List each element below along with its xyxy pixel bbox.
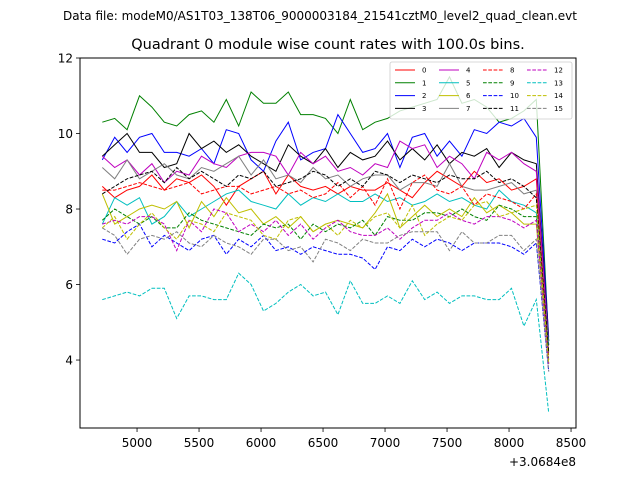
x-tick-label: 6000 bbox=[246, 436, 277, 450]
legend-label-5: 5 bbox=[466, 79, 470, 87]
x-tick-label: 5500 bbox=[184, 436, 215, 450]
series-line-12 bbox=[102, 208, 550, 364]
legend-label-2: 2 bbox=[422, 92, 426, 100]
series-line-11 bbox=[102, 166, 550, 353]
legend-label-14: 14 bbox=[554, 92, 563, 100]
series-line-10 bbox=[102, 223, 550, 372]
y-tick-label: 12 bbox=[58, 52, 73, 66]
series-line-5 bbox=[101, 189, 550, 345]
legend-label-7: 7 bbox=[466, 105, 470, 113]
x-tick-label: 7000 bbox=[370, 436, 401, 450]
series-line-15 bbox=[102, 227, 550, 372]
figure-suptitle: Data file: modeM0/AS1T03_138T06_90000031… bbox=[63, 9, 577, 23]
x-tick-label: 7500 bbox=[432, 436, 463, 450]
legend-label-11: 11 bbox=[510, 105, 519, 113]
legend-label-13: 13 bbox=[554, 79, 563, 87]
legend-label-10: 10 bbox=[510, 92, 519, 100]
legend-label-8: 8 bbox=[510, 67, 514, 75]
legend-label-0: 0 bbox=[422, 67, 426, 75]
y-tick-label: 10 bbox=[58, 127, 73, 141]
series-line-0 bbox=[101, 170, 550, 345]
y-axis: 4 6 8 10 12 bbox=[58, 52, 80, 368]
series-line-14 bbox=[101, 200, 550, 364]
series-line-7 bbox=[101, 155, 550, 353]
legend-label-12: 12 bbox=[554, 67, 563, 75]
x-axis: 5000 5500 6000 6500 7000 7500 8000 8500 bbox=[122, 428, 587, 450]
y-tick-label: 6 bbox=[65, 278, 73, 292]
x-tick-label: 8000 bbox=[494, 436, 525, 450]
legend-frame bbox=[389, 61, 573, 120]
series-line-13 bbox=[102, 272, 550, 413]
y-tick-label: 4 bbox=[65, 354, 73, 368]
x-axis-offset-label: +3.0684e8 bbox=[509, 455, 576, 469]
x-tick-label: 5000 bbox=[122, 436, 153, 450]
legend-label-1: 1 bbox=[422, 79, 426, 87]
chart-title: Quadrant 0 module wise count rates with … bbox=[131, 37, 525, 53]
legend-label-6: 6 bbox=[466, 92, 471, 100]
series-line-9 bbox=[101, 204, 550, 361]
y-tick-label: 8 bbox=[65, 203, 73, 217]
legend-label-3: 3 bbox=[422, 105, 426, 113]
legend-label-15: 15 bbox=[554, 105, 563, 113]
legend-label-9: 9 bbox=[510, 79, 514, 87]
series-line-6 bbox=[101, 192, 550, 364]
series-line-8 bbox=[102, 174, 550, 357]
x-tick-label: 6500 bbox=[308, 436, 339, 450]
plot-area-frame bbox=[79, 57, 577, 429]
legend-label-4: 4 bbox=[466, 67, 471, 75]
series-layer bbox=[101, 75, 550, 413]
x-tick-label: 8500 bbox=[556, 436, 587, 450]
series-line-3 bbox=[101, 132, 550, 342]
